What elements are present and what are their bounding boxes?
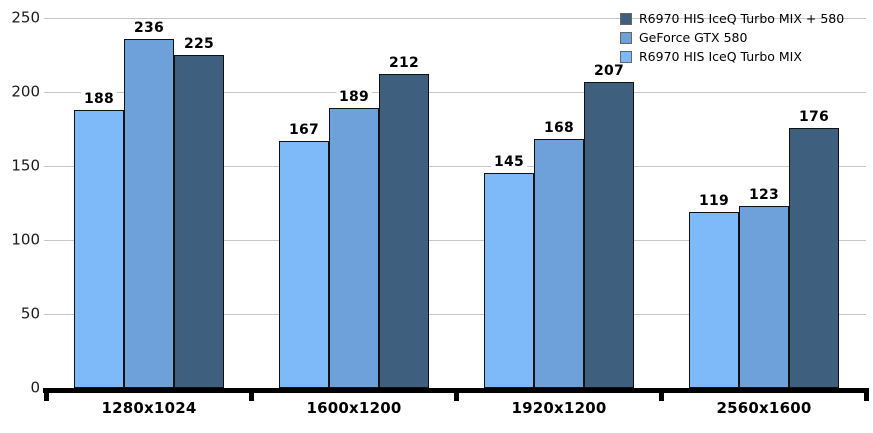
bar [689, 212, 739, 388]
bar-value-label: 225 [180, 36, 218, 53]
y-axis-tick-label: 50 [20, 304, 40, 323]
gridline [44, 166, 866, 167]
bar [174, 55, 224, 388]
bar [789, 128, 839, 388]
bar [739, 206, 789, 388]
x-axis-tick [249, 388, 254, 401]
legend-label: R6970 HIS IceQ Turbo MIX + 580 [639, 11, 845, 26]
bar-value-label: 123 [745, 187, 783, 204]
legend-item: R6970 HIS IceQ Turbo MIX + 580 [620, 9, 844, 28]
bar-value-label: 207 [590, 63, 628, 80]
x-axis-tick [864, 388, 869, 401]
legend-label: GeForce GTX 580 [639, 30, 748, 45]
bar [74, 110, 124, 388]
legend-label: R6970 HIS IceQ Turbo MIX [639, 49, 802, 64]
x-axis-tick [454, 388, 459, 401]
bar-value-label: 167 [285, 122, 323, 139]
gridline [44, 18, 866, 19]
bar [279, 141, 329, 388]
bar-value-label: 119 [695, 193, 733, 210]
x-category-label: 2560x1600 [716, 399, 812, 417]
legend-item: GeForce GTX 580 [620, 28, 844, 47]
x-category-label: 1600x1200 [306, 399, 402, 417]
legend-swatch [620, 12, 632, 25]
legend-item: R6970 HIS IceQ Turbo MIX [620, 47, 844, 66]
bar-value-label: 189 [335, 89, 373, 106]
x-axis-tick [659, 388, 664, 401]
y-axis-tick-label: 100 [11, 230, 40, 249]
bar [534, 139, 584, 388]
bar-value-label: 212 [385, 55, 423, 72]
bar-value-label: 145 [490, 154, 528, 171]
bar [329, 108, 379, 388]
bar [484, 173, 534, 388]
x-category-label: 1920x1200 [511, 399, 607, 417]
bar [379, 74, 429, 388]
y-axis-tick-label: 200 [11, 82, 40, 101]
x-axis-tick [44, 388, 49, 401]
legend-swatch [620, 50, 632, 63]
y-axis-tick-label: 250 [11, 8, 40, 27]
y-axis-tick-label: 0 [30, 378, 40, 397]
bar [124, 39, 174, 388]
gridline [44, 314, 866, 315]
gridline [44, 240, 866, 241]
bar-value-label: 168 [540, 120, 578, 137]
bar-value-label: 176 [795, 109, 833, 126]
y-axis-tick-label: 150 [11, 156, 40, 175]
bar-value-label: 236 [130, 20, 168, 37]
bar-value-label: 188 [80, 91, 118, 108]
bar [584, 82, 634, 388]
x-category-label: 1280x1024 [101, 399, 197, 417]
legend: R6970 HIS IceQ Turbo MIX + 580 GeForce GT… [620, 9, 844, 66]
legend-swatch [620, 31, 632, 44]
gridline [44, 92, 866, 93]
